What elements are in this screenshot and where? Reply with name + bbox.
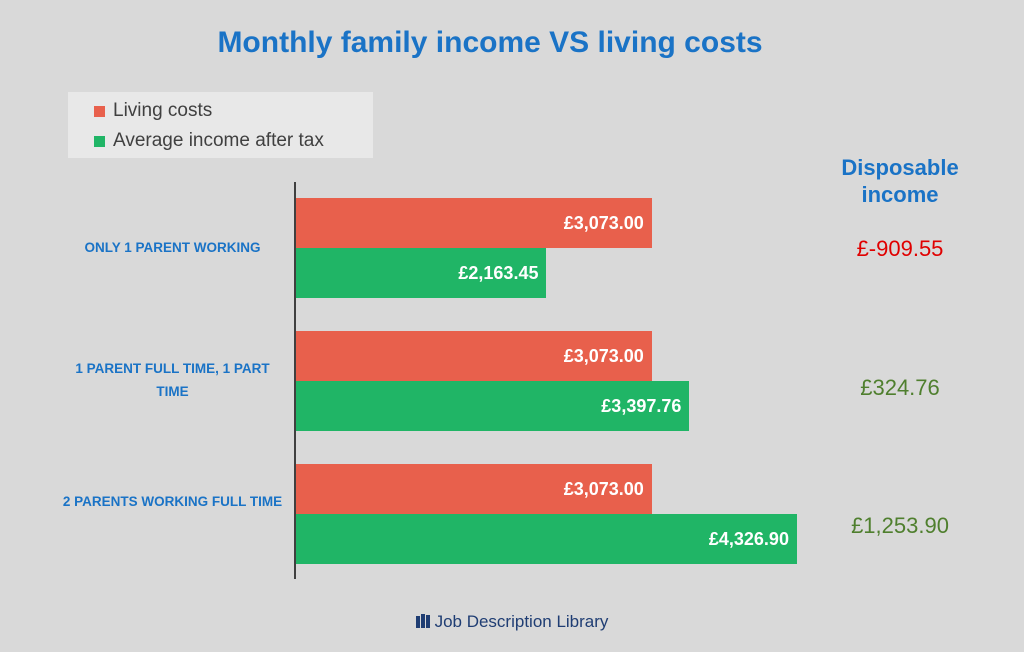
bar-value-label: £3,397.76 [601,396,682,416]
legend: Living costs Average income after tax [68,92,373,158]
disposable-value: £-909.55 [856,236,944,261]
footer: Job Description Library [0,612,1024,632]
bar-living-costs: £3,073.00 [296,464,652,514]
chart-title: Monthly family income VS living costs [217,26,763,59]
bar-living-costs: £3,073.00 [296,331,652,381]
bar-living-costs: £3,073.00 [296,198,652,248]
footer-brand: Job Description Library [434,612,609,631]
bar-value-label: £3,073.00 [563,213,644,233]
bar-income: £2,163.45 [296,248,547,298]
disposable-value: £1,253.90 [851,513,949,538]
legend-swatch-living-costs [94,105,105,117]
legend-label-living-costs: Living costs [113,100,213,121]
bar-value-label: £3,073.00 [563,479,644,499]
category-axis-line [294,182,296,579]
bar-value-label: £3,073.00 [563,346,644,366]
legend-item-income: Average income after tax [94,130,324,152]
category-label: 1 PARENT FULL TIME, 1 PART TIME [75,361,270,399]
category-label: 2 PARENTS WORKING FULL TIME [62,494,283,509]
disposable-income-header: Disposable income [841,155,959,207]
bar-value-label: £4,326.90 [708,529,789,549]
bar-income: £3,397.76 [296,381,690,431]
bar-income: £4,326.90 [296,514,797,564]
legend-swatch-income [94,135,105,147]
bar-value-label: £2,163.45 [458,263,539,283]
category-label: ONLY 1 PARENT WORKING [84,240,261,255]
legend-item-living-costs: Living costs [94,100,212,122]
legend-label-income: Average income after tax [113,130,324,151]
book-icon [415,614,430,628]
disposable-value: £324.76 [860,375,940,400]
